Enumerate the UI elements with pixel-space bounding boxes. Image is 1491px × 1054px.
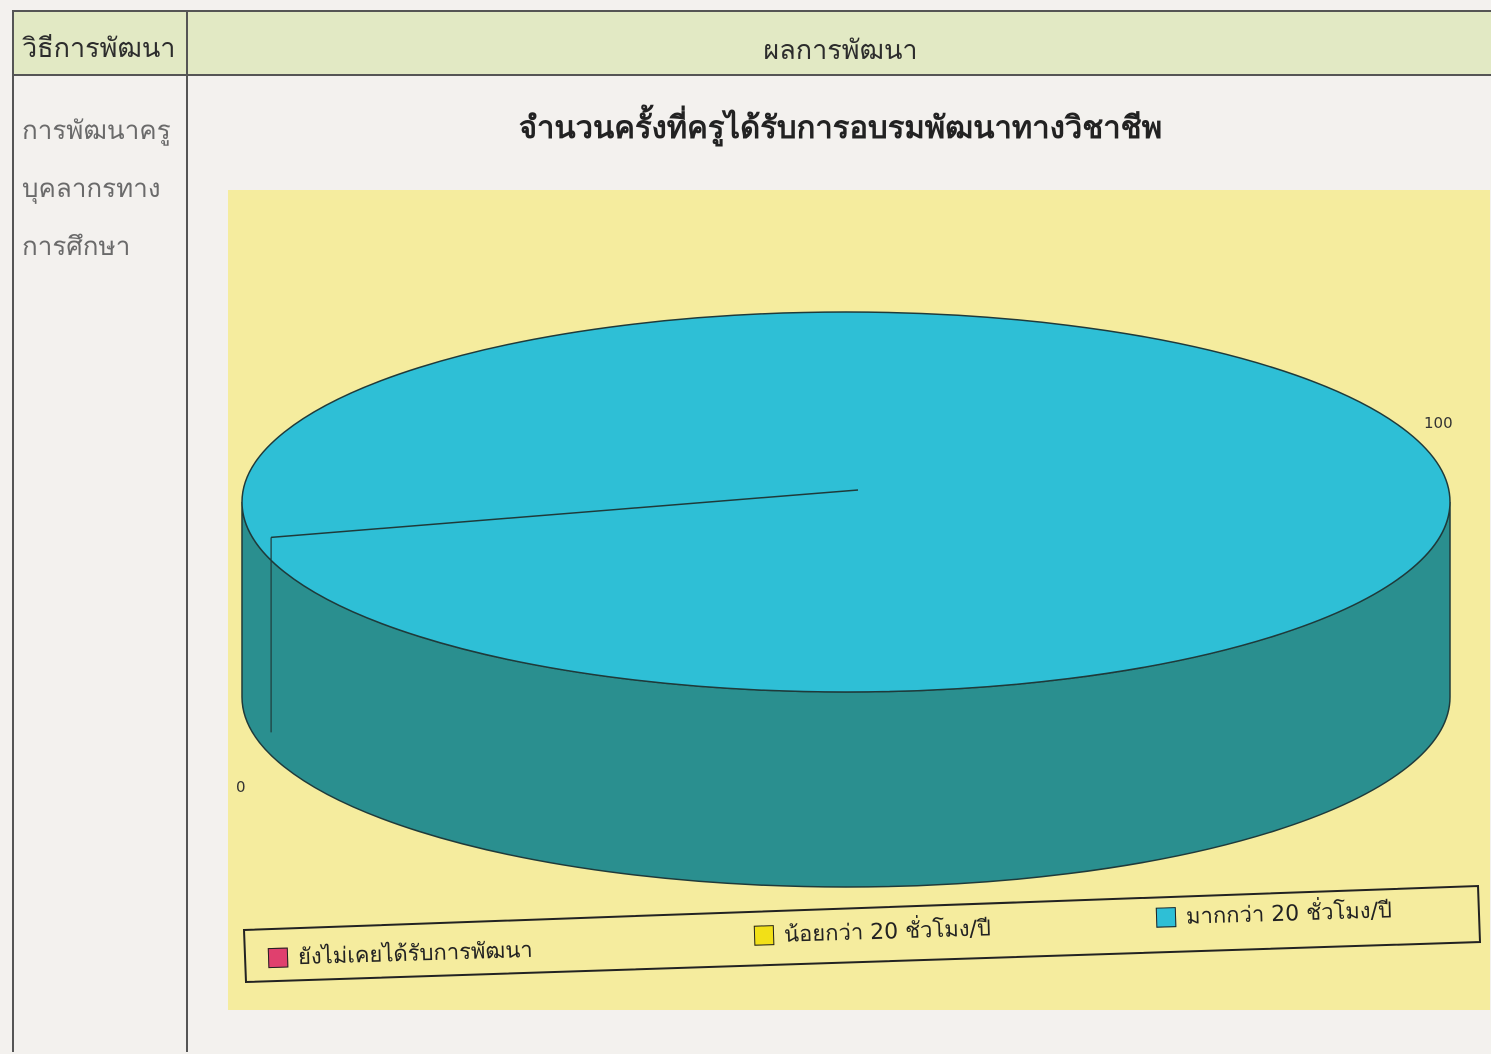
method-line-1: การพัฒนาครู: [22, 116, 171, 146]
method-cell: การพัฒนาครู บุคลากรทาง การศึกษา: [22, 102, 182, 276]
legend-swatch-more-than-20: [1155, 906, 1177, 928]
results-table: วิธีการพัฒนา ผลการพัฒนา การพัฒนาครู บุคล…: [12, 10, 1491, 1052]
header-result: ผลการพัฒนา: [763, 35, 918, 66]
legend-swatch-less-than-20: [753, 924, 775, 946]
pie-chart: [241, 311, 1451, 888]
legend-label-not-developed: ยังไม่เคยได้รับการพัฒนา: [297, 937, 534, 971]
table-header-row: วิธีการพัฒนา ผลการพัฒนา: [14, 12, 1491, 76]
method-line-3: การศึกษา: [22, 232, 131, 262]
chart-title: จำนวนครั้งที่ครูได้รับการอบรมพัฒนาทางวิช…: [518, 110, 1163, 146]
pie-zero-slice-boundary: [271, 489, 859, 539]
legend-item-more-than-20: มากกว่า 20 ชั่วโมง/ปี: [1155, 892, 1393, 934]
legend-border: [242, 884, 1482, 984]
pie-chart-area: 0 100 ยังไม่เคยได้รับการพัฒนา น้อยกว่า 2…: [228, 190, 1490, 1010]
data-label-zero: 0: [236, 778, 246, 796]
legend-label-less-than-20: น้อยกว่า 20 ชั่วโมง/ปี: [783, 916, 992, 948]
legend-swatch-not-developed: [267, 947, 289, 968]
pie-slice-2: [241, 311, 1451, 693]
header-method: วิธีการพัฒนา: [22, 33, 176, 64]
method-line-2: บุคลากรทาง: [22, 174, 161, 204]
legend-item-less-than-20: น้อยกว่า 20 ชั่วโมง/ปี: [753, 910, 992, 952]
data-label-hundred: 100: [1424, 414, 1453, 432]
chart-legend: ยังไม่เคยได้รับการพัฒนา น้อยกว่า 20 ชั่ว…: [242, 884, 1482, 984]
legend-label-more-than-20: มากกว่า 20 ชั่วโมง/ปี: [1185, 898, 1393, 930]
column-divider: [186, 12, 188, 1052]
